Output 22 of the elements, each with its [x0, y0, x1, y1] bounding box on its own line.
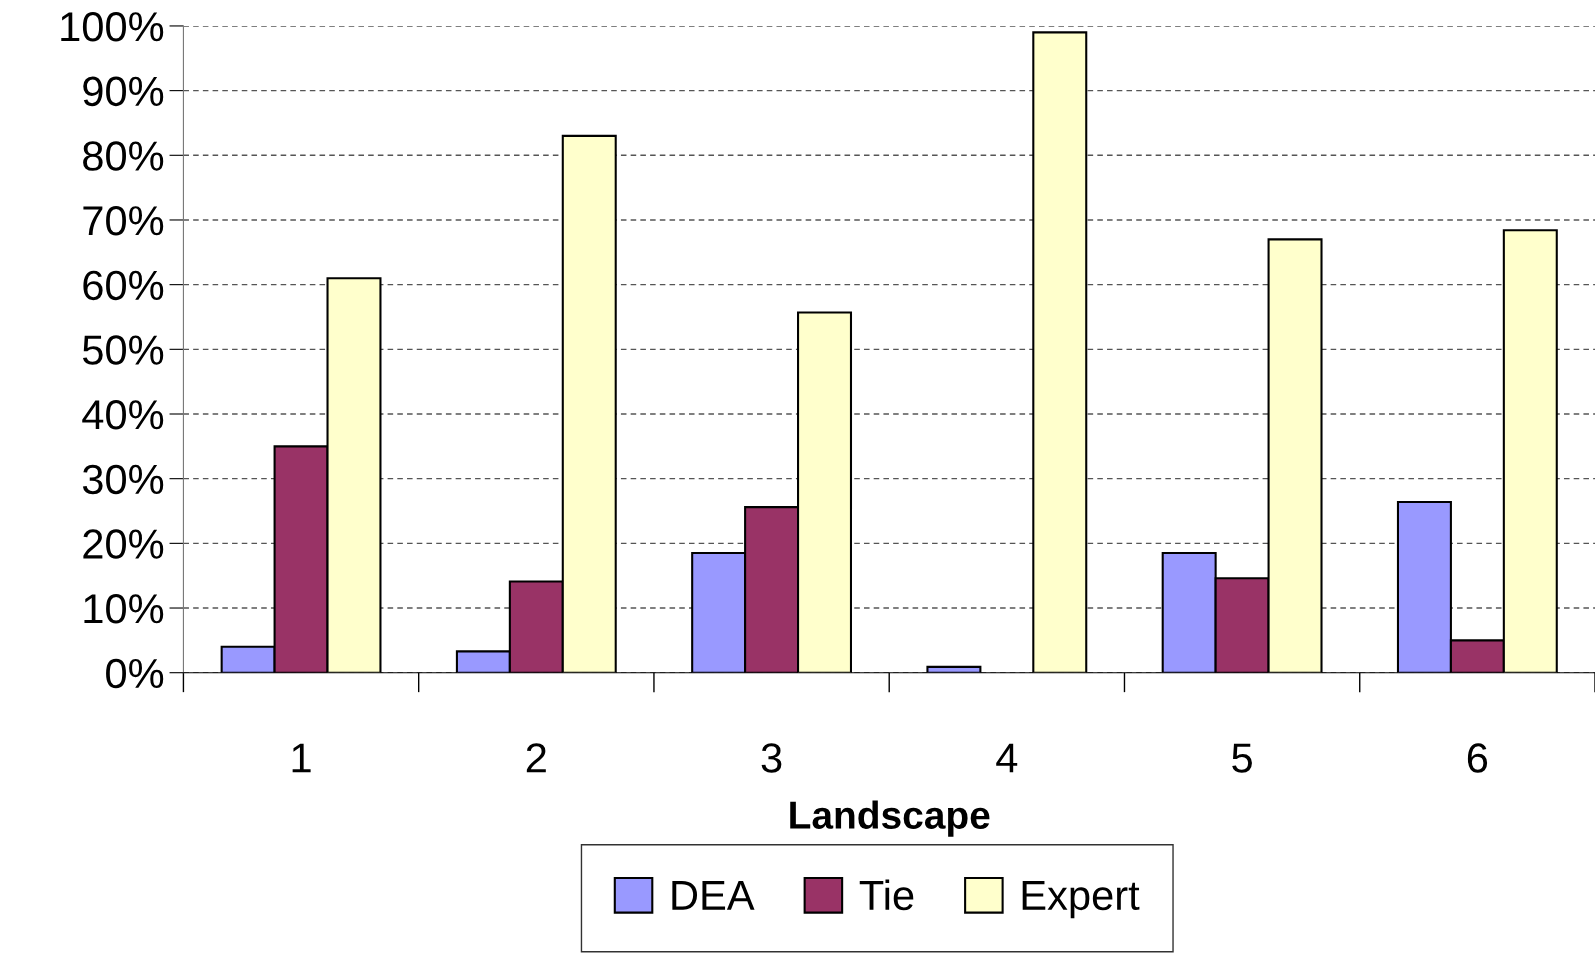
y-tick-label: 70%	[83, 205, 164, 236]
y-tick-label: 60%	[83, 270, 164, 301]
y-tick-label: 90%	[83, 76, 164, 107]
y-tick-label: 50%	[82, 335, 164, 365]
y-tick-label: 10%	[84, 594, 164, 624]
x-tick-label: 6	[1467, 743, 1488, 773]
bar	[1032, 31, 1088, 673]
legend-label: Expert	[1022, 881, 1140, 919]
x-tick-label: 5	[1232, 743, 1252, 773]
y-tick-label: 0%	[106, 658, 164, 689]
y-tick-label: 20%	[83, 529, 164, 559]
x-tick-label: 2	[526, 743, 546, 773]
y-tick-label: 80%	[83, 141, 164, 171]
legend-label: DEA	[672, 881, 755, 910]
x-axis-title: Landscape	[790, 800, 990, 837]
x-tick-label: 3	[761, 743, 782, 773]
y-tick-label: 40%	[82, 400, 164, 430]
y-tick-label: 30%	[82, 464, 164, 495]
x-tick-label: 4	[996, 743, 1018, 773]
x-tick-label: 1	[292, 743, 311, 773]
y-tick-label: 100%	[61, 11, 164, 42]
legend-label: Tie	[859, 879, 914, 911]
